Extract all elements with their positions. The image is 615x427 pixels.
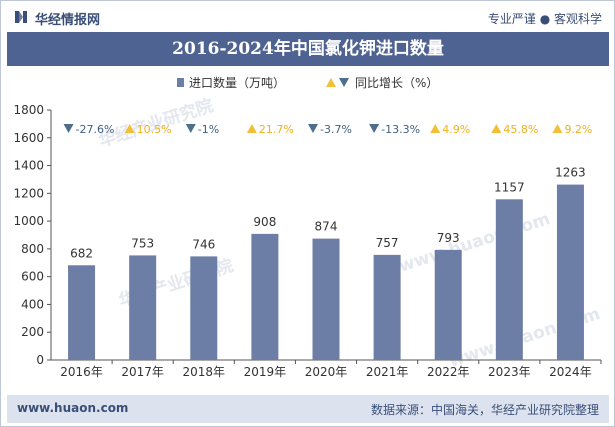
brand-name: 华经情报网	[35, 13, 101, 28]
growth-rate-label: 4.9%	[442, 123, 470, 136]
bar-value-label: 682	[70, 246, 93, 260]
growth-up-triangle-icon	[552, 124, 563, 133]
top-bar: 华经情报网 专业严谨 ● 客观科学	[1, 1, 614, 33]
bar	[373, 254, 401, 360]
x-tick-label: 2024年	[549, 365, 592, 379]
bar-value-label: 1263	[555, 166, 586, 180]
growth-down-triangle-icon	[63, 124, 74, 133]
bar	[190, 256, 218, 360]
y-tick-label: 1000	[13, 214, 44, 228]
footer-bar: www.huaon.com 数据来源：中国海关，华经产业研究院整理	[7, 395, 609, 423]
bar-value-label: 908	[253, 215, 276, 229]
labels-layer: 682 753 746 908 874 757 793 1157 1263	[70, 166, 586, 261]
y-tick-label: 1400	[13, 159, 44, 173]
bar	[434, 249, 462, 360]
legend-label-growth: 同比增长（%）	[355, 76, 438, 90]
growth-rate-label: -1%	[198, 123, 219, 136]
y-tick-label: 1200	[13, 186, 44, 200]
brand-tagline: 专业严谨 ● 客观科学	[487, 12, 602, 26]
bar	[129, 255, 157, 360]
x-tick-label: 2019年	[244, 365, 287, 379]
y-tick-label: 200	[21, 325, 44, 339]
growth-rate-label: 9.2%	[564, 123, 592, 136]
legend-up-triangle-icon	[326, 78, 336, 87]
watermark-text: www.huaon.com	[396, 209, 552, 277]
y-tick-label: 800	[21, 242, 44, 256]
bar	[312, 238, 340, 360]
growth-down-triangle-icon	[369, 124, 380, 133]
bar-value-label: 1157	[494, 180, 525, 194]
growth-down-triangle-icon	[308, 124, 318, 133]
y-tick-label: 400	[21, 297, 44, 311]
growth-rate-label: 10.5%	[137, 123, 172, 136]
legend-bar-swatch	[177, 78, 184, 87]
x-tick-label: 2022年	[427, 365, 470, 379]
chart-title: 2016-2024年中国氯化钾进口数量	[172, 39, 444, 59]
bar-value-label: 793	[437, 231, 460, 245]
y-tick-label: 600	[21, 270, 44, 284]
growth-rate-label: -27.6%	[76, 123, 115, 136]
growth-rate-label: 21.7%	[259, 123, 294, 136]
x-tick-label: 2020年	[305, 365, 348, 379]
brand-logo-icon	[15, 11, 27, 23]
chart-area: 华经产业研究院www.huaon.com华经产业研究院www.huaon.com…	[13, 75, 603, 379]
bar-value-label: 746	[192, 237, 215, 251]
growth-rate-label: -13.3%	[381, 123, 420, 136]
legend: 进口数量（万吨） 同比增长（%）	[177, 75, 438, 90]
legend-label-import: 进口数量（万吨）	[189, 75, 285, 90]
growth-down-triangle-icon	[185, 124, 196, 133]
bar-value-label: 757	[376, 236, 399, 250]
bar	[495, 199, 523, 360]
bar	[68, 265, 96, 360]
y-tick-label: 1800	[13, 103, 44, 117]
growth-rate-label: 45.8%	[503, 123, 538, 136]
x-tick-label: 2023年	[488, 365, 531, 379]
title-bar: 2016-2024年中国氯化钾进口数量	[7, 32, 609, 66]
bar-value-label: 753	[131, 236, 154, 250]
growth-up-triangle-icon	[124, 124, 135, 133]
bars-layer	[68, 184, 584, 360]
footer-website: www.huaon.com	[17, 401, 129, 415]
growth-rate-label: -3.7%	[320, 123, 352, 136]
y-tick-label: 0	[36, 353, 44, 367]
x-tick-label: 2017年	[121, 365, 164, 379]
growth-up-triangle-icon	[430, 124, 441, 133]
bar	[251, 233, 279, 360]
footer-source: 数据来源：中国海关，华经产业研究院整理	[370, 403, 599, 417]
legend-down-triangle-icon	[339, 78, 349, 87]
x-tick-label: 2018年	[183, 365, 226, 379]
x-tick-label: 2016年	[60, 365, 103, 379]
growth-up-triangle-icon	[246, 124, 257, 133]
growth-up-triangle-icon	[491, 124, 502, 133]
y-tick-label: 1600	[13, 131, 44, 145]
growth-row: -27.6% 10.5% -1% 21.7% -3.7% -13.3% 4.9% 45.8% 9…	[63, 123, 592, 136]
bar	[556, 184, 584, 360]
bar-value-label: 874	[315, 220, 338, 234]
x-tick-label: 2021年	[366, 365, 409, 379]
